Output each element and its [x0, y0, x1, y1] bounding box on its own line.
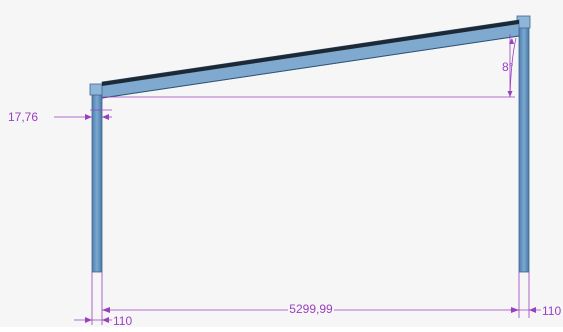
roof-rafter-bottom-edge [101, 35, 520, 99]
steel-frame [89, 15, 531, 273]
left-column[interactable] [91, 91, 103, 273]
span-label-bg [288, 302, 334, 316]
column-offset-dimension[interactable]: 17,76 [8, 110, 38, 124]
right-column[interactable] [518, 24, 530, 273]
left-column-width-dimension[interactable]: 110 [113, 314, 132, 328]
roof-rafter-top-flange [102, 20, 519, 86]
left-column-cap [89, 83, 104, 96]
right-column-width-dimension[interactable]: 110 [542, 304, 561, 318]
span-dimension[interactable]: 5299,99 [289, 302, 333, 316]
roof-angle-dimension[interactable]: 8° [502, 60, 514, 74]
